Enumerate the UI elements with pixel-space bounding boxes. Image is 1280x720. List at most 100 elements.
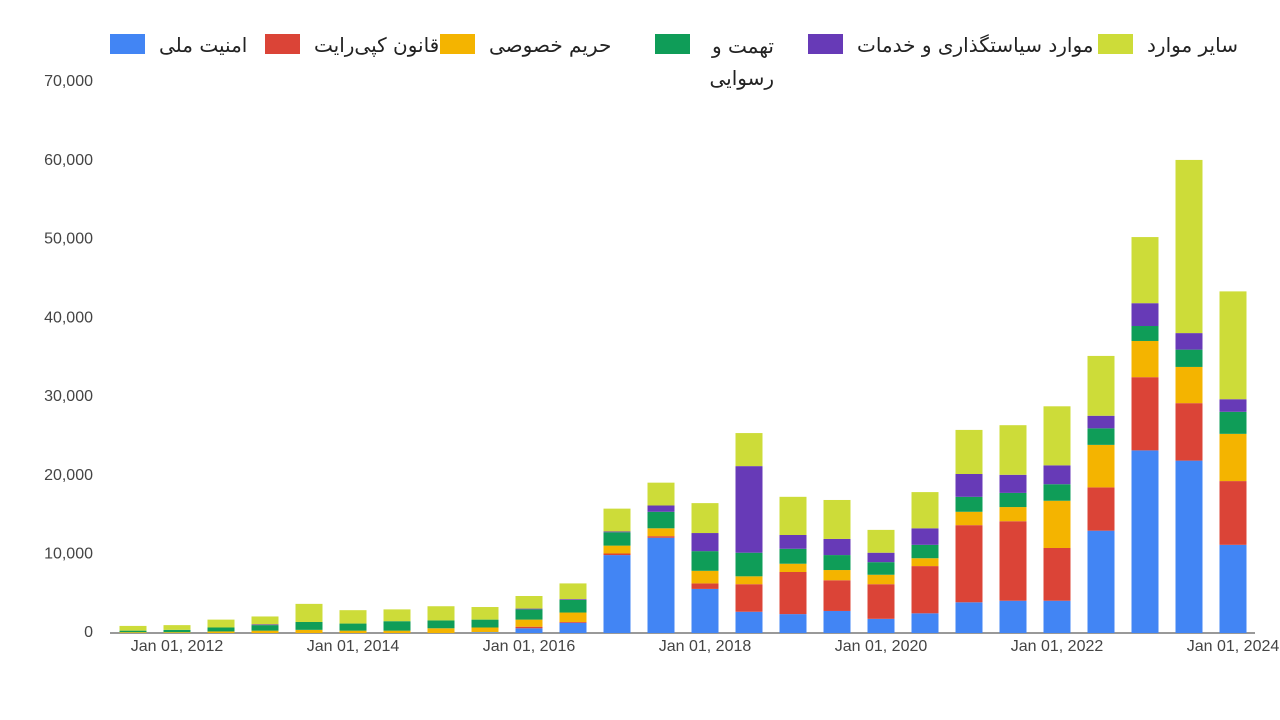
legend-label: قانون کپی‌رایت bbox=[314, 33, 440, 57]
bar-segment bbox=[515, 608, 543, 610]
bar-segment bbox=[295, 621, 323, 630]
bar-segment bbox=[339, 630, 367, 633]
bar-segment bbox=[823, 610, 851, 633]
bar-segment bbox=[207, 627, 235, 632]
legend-swatch bbox=[808, 34, 843, 54]
bar-segment bbox=[691, 588, 719, 633]
bar-segment bbox=[779, 571, 807, 615]
bar-segment bbox=[867, 552, 895, 563]
bar-segment bbox=[603, 508, 631, 532]
bar-segment bbox=[1087, 530, 1115, 633]
bar-segment bbox=[999, 600, 1027, 633]
x-tick-label: Jan 01, 2022 bbox=[1011, 638, 1104, 655]
bar-segment bbox=[603, 555, 631, 633]
legend-item: امنیت ملی bbox=[110, 30, 247, 60]
bar-segment bbox=[999, 507, 1027, 522]
legend-label: امنیت ملی bbox=[159, 33, 248, 57]
bar-segment bbox=[559, 622, 587, 633]
bar-segment bbox=[163, 625, 191, 630]
bar-segment bbox=[955, 429, 983, 474]
bar-segment bbox=[735, 584, 763, 612]
bar-segment bbox=[691, 570, 719, 584]
bar-segment bbox=[1219, 411, 1247, 434]
y-tick-label: 70,000 bbox=[44, 73, 93, 90]
legend-swatch bbox=[440, 34, 475, 54]
bar-segment bbox=[1131, 326, 1159, 341]
bar-segment bbox=[1175, 460, 1203, 633]
bar-segment bbox=[779, 563, 807, 572]
bar-segment bbox=[1131, 450, 1159, 633]
bar-segment bbox=[911, 492, 939, 529]
bar-segment bbox=[911, 566, 939, 614]
bar-segment bbox=[515, 628, 543, 633]
bar-segment bbox=[603, 532, 631, 546]
bar-segment bbox=[999, 492, 1027, 508]
bar-segment bbox=[1175, 403, 1203, 461]
bar-segment bbox=[471, 632, 499, 633]
legend-swatch bbox=[110, 34, 145, 54]
bar-segment bbox=[559, 621, 587, 623]
bar-segment bbox=[1219, 399, 1247, 412]
bar-segment bbox=[1219, 544, 1247, 633]
bar-segment bbox=[1087, 487, 1115, 531]
bar-segment bbox=[999, 474, 1027, 493]
x-tick-label: Jan 01, 2016 bbox=[483, 638, 576, 655]
bar-segment bbox=[1131, 237, 1159, 304]
bar-segment bbox=[603, 531, 631, 533]
bar-segment bbox=[867, 618, 895, 633]
bar-segment bbox=[823, 580, 851, 611]
bar-segment bbox=[603, 553, 631, 556]
legend-label: تهمت و رسوایی bbox=[709, 34, 774, 90]
bar-segment bbox=[119, 632, 147, 633]
bar-segment bbox=[339, 610, 367, 624]
bar-segment bbox=[251, 630, 279, 633]
bar-segment bbox=[1087, 428, 1115, 445]
y-tick-label: 30,000 bbox=[44, 388, 93, 405]
bar-segment bbox=[515, 626, 543, 629]
bar-segment bbox=[251, 625, 279, 631]
bar-segment bbox=[1043, 465, 1071, 485]
bar-segment bbox=[427, 606, 455, 621]
bar-segment bbox=[471, 619, 499, 628]
bar-segment bbox=[911, 613, 939, 633]
bar-segment bbox=[1087, 444, 1115, 488]
legend-label: سایر موارد bbox=[1147, 33, 1238, 57]
bar-segment bbox=[1131, 377, 1159, 451]
bar-segment bbox=[163, 632, 191, 633]
legend-item: قانون کپی‌رایت bbox=[265, 30, 439, 60]
bar-segment bbox=[1219, 433, 1247, 482]
x-tick-label: Jan 01, 2024 bbox=[1187, 638, 1280, 655]
bar-segment bbox=[823, 570, 851, 581]
y-tick-label: 10,000 bbox=[44, 546, 93, 563]
bar-segment bbox=[779, 548, 807, 564]
bar-segment bbox=[295, 629, 323, 633]
bar-segment bbox=[339, 623, 367, 631]
bar-segment bbox=[471, 627, 499, 633]
legend-item: تهمت و رسوایی bbox=[655, 30, 774, 94]
legend-swatch bbox=[655, 34, 690, 54]
bar-segment bbox=[559, 599, 587, 613]
bar-segment bbox=[779, 496, 807, 536]
bar-segment bbox=[691, 551, 719, 571]
bar-segment bbox=[823, 499, 851, 539]
bar-segment bbox=[559, 583, 587, 600]
bar-segment bbox=[955, 496, 983, 512]
bar-segment bbox=[207, 631, 235, 633]
y-tick-label: 50,000 bbox=[44, 231, 93, 248]
bar-segment bbox=[427, 628, 455, 633]
y-tick-label: 20,000 bbox=[44, 467, 93, 484]
bar-segment bbox=[471, 607, 499, 620]
bar-segment bbox=[1043, 600, 1071, 633]
bar-segment bbox=[867, 562, 895, 575]
bar-segment bbox=[955, 511, 983, 526]
bar-segment bbox=[735, 552, 763, 577]
legend-item: حریم خصوصی bbox=[440, 30, 611, 60]
bar-segment bbox=[515, 619, 543, 627]
bar-segment bbox=[1087, 355, 1115, 416]
bar-segment bbox=[295, 603, 323, 622]
y-tick-label: 60,000 bbox=[44, 152, 93, 169]
legend-item: موارد سیاستگذاری و خدمات bbox=[808, 30, 1093, 60]
bar-segment bbox=[735, 433, 763, 467]
bar-segment bbox=[163, 629, 191, 633]
